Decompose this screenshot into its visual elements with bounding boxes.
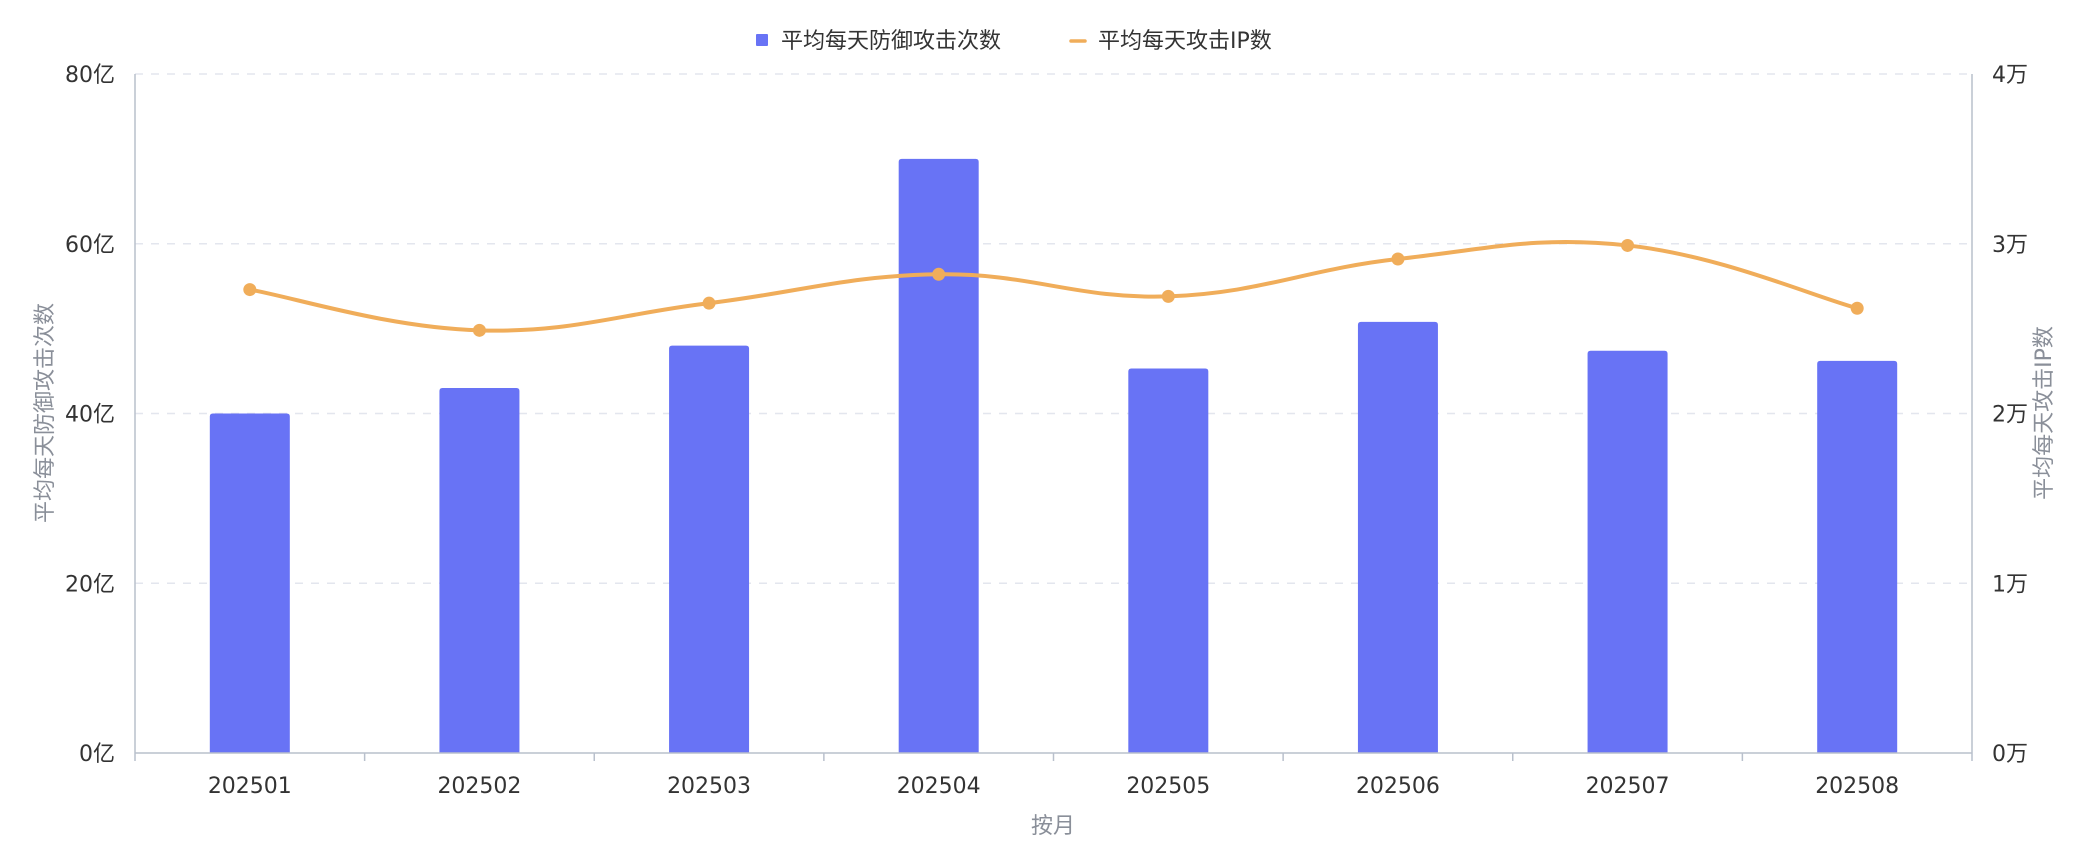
legend-bar-label: 平均每天防御攻击次数 xyxy=(781,29,1001,54)
right-axis-tick-label: 4万 xyxy=(1992,63,2028,88)
line-point-202506[interactable] xyxy=(1391,252,1405,266)
legend-line-label: 平均每天攻击IP数 xyxy=(1098,29,1272,54)
bar-202505[interactable] xyxy=(1128,368,1209,753)
left-axis-tick-label: 40亿 xyxy=(65,403,115,428)
x-axis-ticks: 202501 202502 202503 202504 202505 202506 2025… xyxy=(208,774,1899,799)
left-axis-ticks: 0亿 20亿 40亿 60亿 80亿 xyxy=(65,63,115,767)
right-axis-tick-label: 2万 xyxy=(1992,403,2028,428)
x-axis-tick-label: 202501 xyxy=(208,774,292,799)
legend-item-line-series[interactable]: 平均每天攻击IP数 xyxy=(1069,29,1272,54)
line-point-202507[interactable] xyxy=(1621,238,1635,252)
line-point-202503[interactable] xyxy=(702,296,716,310)
bar-202501[interactable] xyxy=(209,413,290,754)
line-point-202501[interactable] xyxy=(243,283,257,297)
x-axis-tick-label: 202504 xyxy=(897,774,981,799)
left-axis-tick-label: 60亿 xyxy=(65,233,115,258)
bar-202504[interactable] xyxy=(898,158,979,753)
x-axis-tick-label: 202508 xyxy=(1815,774,1899,799)
line-point-202502[interactable] xyxy=(472,323,486,337)
bar-202507[interactable] xyxy=(1587,350,1668,753)
x-axis-tick-label: 202503 xyxy=(667,774,751,799)
axes xyxy=(134,74,1973,761)
x-axis-title: 按月 xyxy=(1031,814,1075,839)
line-point-202508[interactable] xyxy=(1850,301,1864,315)
bar-202506[interactable] xyxy=(1357,321,1438,753)
line-point-202504[interactable] xyxy=(932,267,946,281)
bar-202503[interactable] xyxy=(669,345,750,753)
left-axis-tick-label: 0亿 xyxy=(79,742,115,767)
legend-bar-swatch xyxy=(756,34,768,46)
bar-202502[interactable] xyxy=(439,388,520,753)
line-series xyxy=(243,238,1864,337)
right-axis-tick-label: 3万 xyxy=(1992,233,2028,258)
legend-item-bar-series[interactable]: 平均每天防御攻击次数 xyxy=(756,29,1001,54)
line-point-202505[interactable] xyxy=(1161,289,1175,303)
bar-202508[interactable] xyxy=(1817,360,1898,753)
gridlines xyxy=(135,73,1972,584)
legend[interactable]: 平均每天防御攻击次数 平均每天攻击IP数 xyxy=(756,29,1272,54)
right-axis-title: 平均每天攻击IP数 xyxy=(2032,326,2057,500)
x-axis-tick-label: 202505 xyxy=(1126,774,1210,799)
x-axis-tick-label: 202507 xyxy=(1586,774,1670,799)
right-axis-ticks: 0万 1万 2万 3万 4万 xyxy=(1992,63,2028,767)
x-axis-tick-label: 202502 xyxy=(437,774,521,799)
right-axis-tick-label: 0万 xyxy=(1992,742,2028,767)
bar-series xyxy=(209,158,1898,754)
x-axis-tick-label: 202506 xyxy=(1356,774,1440,799)
left-axis-title: 平均每天防御攻击次数 xyxy=(33,303,58,523)
left-axis-tick-label: 80亿 xyxy=(65,63,115,88)
left-axis-tick-label: 20亿 xyxy=(65,572,115,597)
right-axis-tick-label: 1万 xyxy=(1992,572,2028,597)
line-path xyxy=(249,239,1858,333)
